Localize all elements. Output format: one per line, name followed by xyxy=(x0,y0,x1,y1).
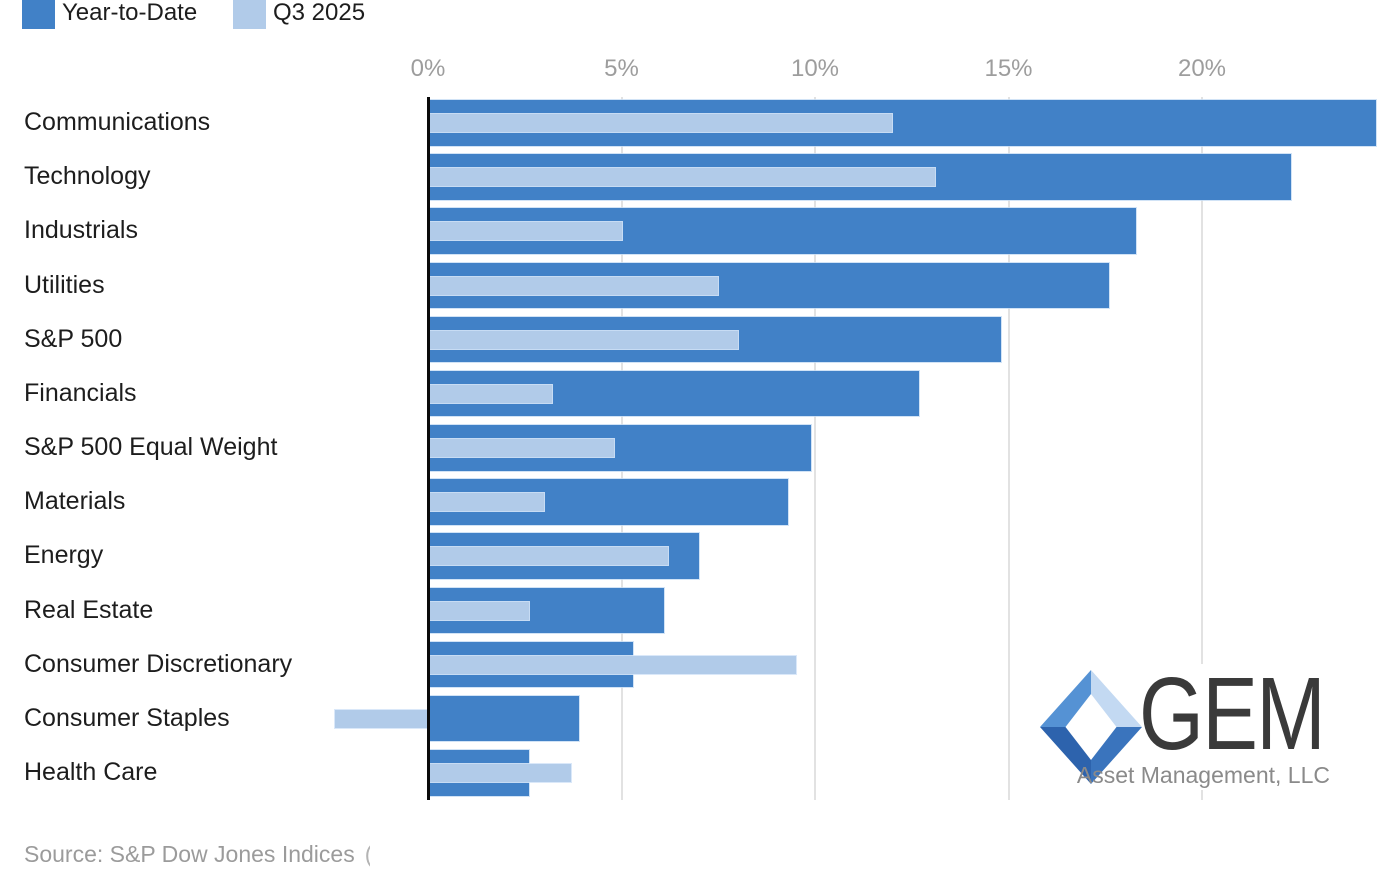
category-label-industrials: Industrials xyxy=(24,216,138,245)
bar-q3-2025-materials xyxy=(428,493,545,512)
category-label-consumer-staples: Consumer Staples xyxy=(24,703,230,732)
legend-swatch-year-to-date xyxy=(22,0,55,29)
category-label-utilities: Utilities xyxy=(24,270,105,299)
chart-legend: Year-to-Date Q3 2025 xyxy=(0,0,1400,34)
gem-diamond-icon xyxy=(1040,670,1142,784)
bar-q3-2025-energy xyxy=(428,547,668,566)
category-label-financials: Financials xyxy=(24,378,137,407)
bar-q3-2025-health-care xyxy=(428,764,572,783)
legend-swatch-q3-2025 xyxy=(233,0,266,29)
source-text: Source: S&P Dow Jones Indices xyxy=(24,841,355,867)
bar-q3-2025-consumer-discretionary xyxy=(428,655,796,674)
bar-q3-2025-communications xyxy=(428,114,893,132)
category-label-consumer-discretionary: Consumer Discretionary xyxy=(24,649,293,678)
legend-item-year-to-date: Year-to-Date xyxy=(22,0,197,29)
category-label-s-p-500-equal-weight: S&P 500 Equal Weight xyxy=(24,433,278,462)
bar-q3-2025-utilities xyxy=(428,276,719,295)
bar-q3-2025-real-estate xyxy=(428,601,529,620)
bar-q3-2025-s-p-500 xyxy=(428,330,738,349)
gem-logo: GEM Asset Management, LLC xyxy=(1038,656,1336,790)
bar-q3-2025-industrials xyxy=(428,222,622,241)
category-label-s-p-500: S&P 500 xyxy=(24,324,123,353)
category-label-health-care: Health Care xyxy=(24,758,158,787)
logo-subtext: Asset Management, LLC xyxy=(1076,762,1330,788)
category-label-communications: Communications xyxy=(24,108,211,136)
gridline-10pct xyxy=(814,97,816,800)
y-axis-baseline xyxy=(426,97,430,800)
category-label-materials: Materials xyxy=(24,487,126,516)
x-tick-label-20: 20% xyxy=(1177,55,1227,82)
x-tick-label-10: 10% xyxy=(790,55,840,82)
bar-q3-2025-technology xyxy=(428,168,935,187)
bar-year-to-date-consumer-staples xyxy=(428,695,579,742)
source-text-partial: ( xyxy=(365,841,370,868)
bar-q3-2025-financials xyxy=(428,384,552,403)
bar-q3-2025-s-p-500-equal-weight xyxy=(428,439,614,458)
category-label-energy: Energy xyxy=(24,541,104,570)
gridline-20pct xyxy=(1201,97,1203,800)
logo-text: GEM xyxy=(1139,656,1326,771)
bar-q3-2025-consumer-staples xyxy=(335,709,428,728)
gridline-15pct xyxy=(1007,97,1010,800)
x-tick-label-15: 15% xyxy=(984,55,1033,82)
x-tick-label-0: 0% xyxy=(410,55,446,82)
source-attribution: Source: S&P Dow Jones Indices ( xyxy=(24,841,370,868)
category-label-technology: Technology xyxy=(24,162,151,191)
legend-label: Year-to-Date xyxy=(62,0,198,26)
category-label-real-estate: Real Estate xyxy=(24,595,154,624)
legend-label: Q3 2025 xyxy=(273,0,366,26)
x-tick-label-5: 5% xyxy=(604,55,639,82)
legend-item-q3-2025: Q3 2025 xyxy=(233,0,365,29)
